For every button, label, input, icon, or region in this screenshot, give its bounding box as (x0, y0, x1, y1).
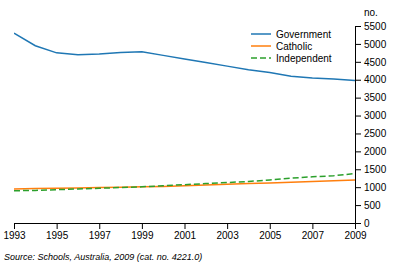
tick: 3500 (355, 92, 387, 103)
tick-label: 500 (364, 200, 381, 211)
tick-label: 1000 (364, 182, 387, 193)
tick-label: 1995 (46, 230, 69, 241)
tick: 2001 (174, 223, 197, 241)
tick-mark (355, 116, 361, 117)
tick-label: 1997 (89, 230, 112, 241)
series-line (14, 33, 355, 80)
tick-label: 1500 (364, 164, 387, 175)
tick: 0 (355, 218, 370, 229)
tick-label: 2007 (302, 230, 325, 241)
tick-label: 4000 (364, 74, 387, 85)
tick-label: 4500 (364, 57, 387, 68)
tick: 4500 (355, 57, 387, 68)
plot: 1993 1995 1997 1999 2001 2003 2005 2007 20090 500… (3, 21, 386, 241)
tick-label: 3000 (364, 110, 387, 121)
tick: 2000 (355, 146, 387, 157)
tick-mark (227, 223, 228, 229)
legend-item: Independent (251, 53, 332, 64)
legend-label: Government (276, 29, 331, 40)
tick: 2007 (302, 223, 325, 241)
tick-label: 3500 (364, 92, 387, 103)
legend: GovernmentCatholicIndependent (251, 29, 332, 64)
tick-label: 2009 (344, 230, 367, 241)
tick: 1995 (46, 223, 69, 241)
tick: 1500 (355, 164, 387, 175)
legend-label: Catholic (276, 41, 312, 52)
tick: 1000 (355, 182, 387, 193)
tick-mark (355, 205, 361, 206)
tick-mark (355, 187, 361, 188)
tick-mark (355, 133, 361, 134)
y-axis: 0 500 1000 1500 2000 2500 3000 3500 4000 4500 5000… (355, 21, 387, 229)
lines (14, 33, 355, 191)
tick-mark (99, 223, 100, 229)
tick: 1997 (89, 223, 112, 241)
tick-mark (57, 223, 58, 229)
tick-mark (355, 169, 361, 170)
tick-mark (142, 223, 143, 229)
source-note: Source: Schools, Australia, 2009 (cat. n… (4, 252, 202, 262)
tick-label: 5500 (364, 21, 387, 32)
tick: 1999 (131, 223, 154, 241)
tick-label: 2500 (364, 128, 387, 139)
tick: 2003 (217, 223, 240, 241)
series-line (14, 180, 355, 189)
tick: 5500 (355, 21, 387, 32)
tick-label: 0 (364, 218, 370, 229)
tick-mark (355, 80, 361, 81)
axis-label: no. (364, 7, 378, 18)
chart: 1993 1995 1997 1999 2001 2003 2005 2007 20090 500… (0, 0, 397, 265)
tick-mark (312, 223, 313, 229)
tick: 500 (355, 200, 381, 211)
tick-mark (355, 223, 361, 224)
tick-mark (270, 223, 271, 229)
tick-mark (14, 223, 15, 229)
tick: 2500 (355, 128, 387, 139)
tick-mark (355, 44, 361, 45)
tick: 3000 (355, 110, 387, 121)
tick-label: 1999 (131, 230, 154, 241)
legend-swatch (251, 33, 271, 35)
tick-mark (355, 98, 361, 99)
tick-label: 2000 (364, 146, 387, 157)
tick: 1993 (3, 223, 26, 241)
tick-label: 2005 (259, 230, 282, 241)
legend-item: Catholic (251, 41, 312, 52)
tick-mark (185, 223, 186, 229)
axis-line (15, 224, 356, 230)
tick-mark (355, 151, 361, 152)
tick-label: 2003 (217, 230, 240, 241)
legend-label: Independent (276, 53, 332, 64)
axis-line (356, 27, 362, 224)
legend-swatch (251, 57, 271, 59)
x-axis: 1993 1995 1997 1999 2001 2003 2005 2007 2009 (3, 223, 367, 241)
tick-label: 5000 (364, 39, 387, 50)
tick-label: 1993 (3, 230, 26, 241)
legend-item: Government (251, 29, 331, 40)
tick: 4000 (355, 74, 387, 85)
tick: 2005 (259, 223, 282, 241)
tick-mark (355, 62, 361, 63)
series-line (14, 174, 355, 191)
legend-swatch (251, 45, 271, 47)
tick-label: 2001 (174, 230, 197, 241)
tick: 5000 (355, 39, 387, 50)
tick-mark (355, 26, 361, 27)
